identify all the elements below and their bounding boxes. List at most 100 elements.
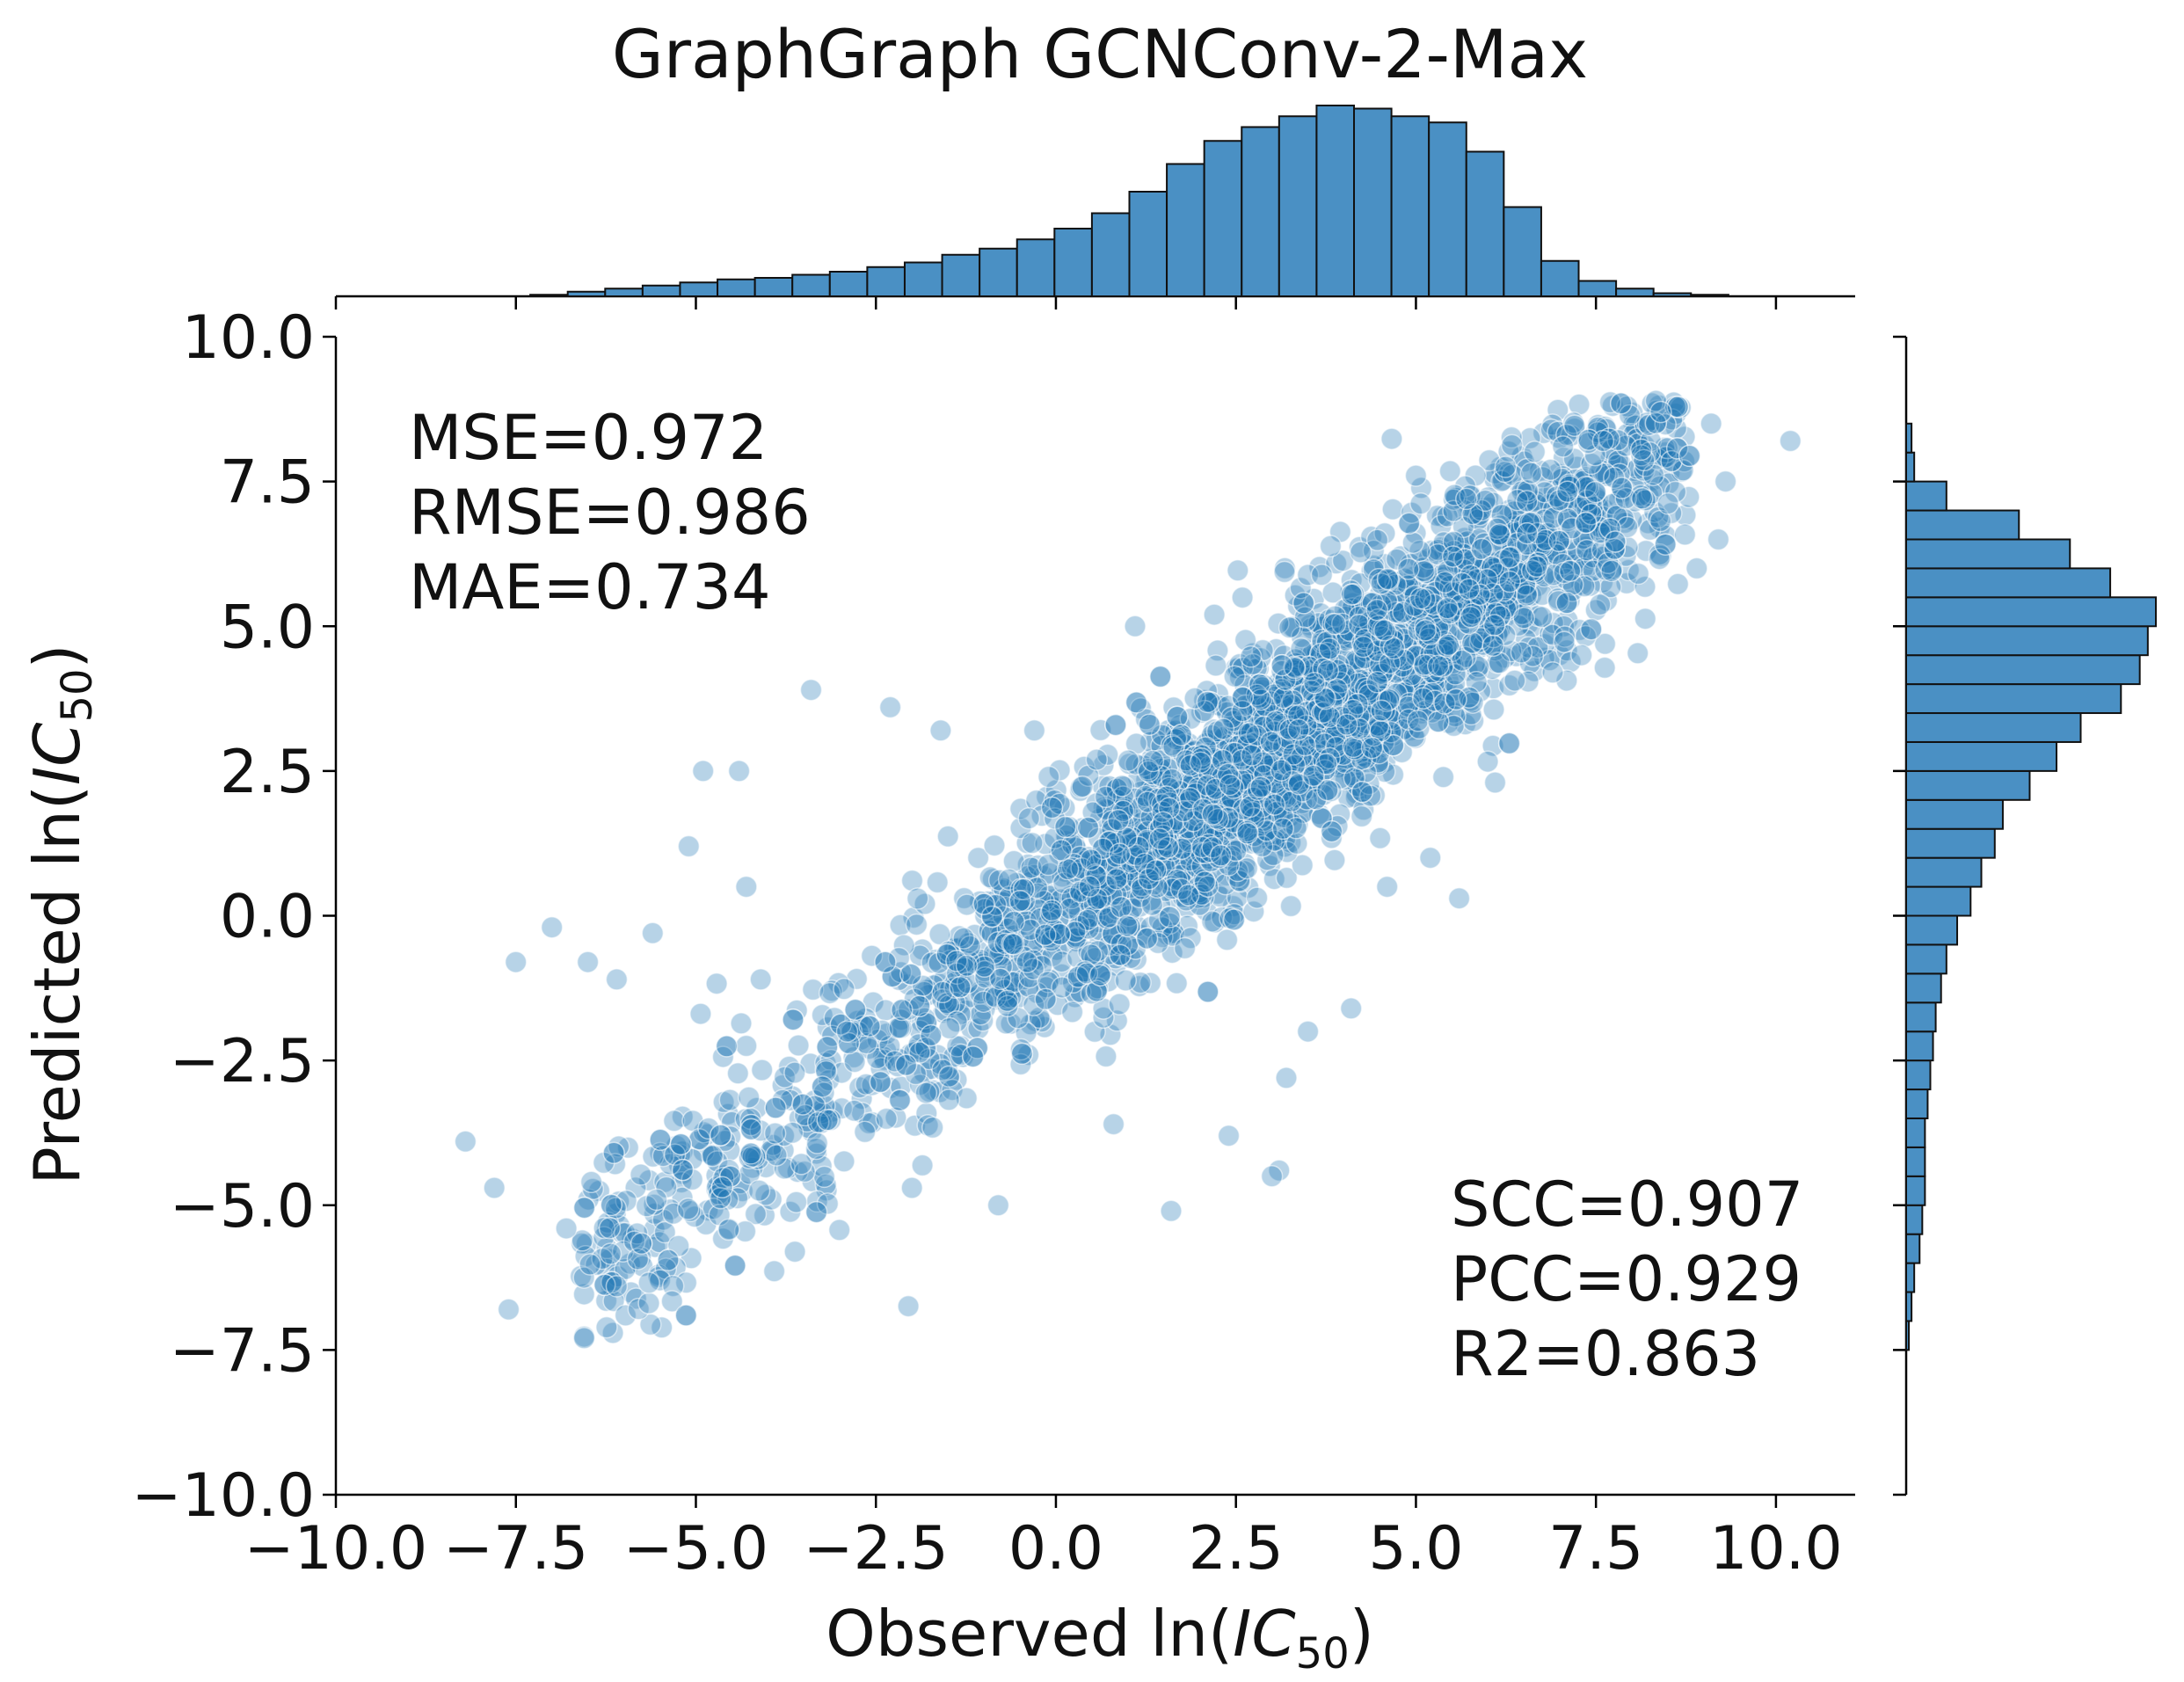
scatter-point bbox=[605, 1275, 629, 1298]
scatter-point bbox=[705, 972, 728, 995]
scatter-point bbox=[1083, 1020, 1106, 1044]
scatter-point bbox=[878, 695, 902, 719]
scatter-point bbox=[1088, 964, 1112, 987]
scatter-point bbox=[691, 760, 715, 783]
scatter-point bbox=[1323, 848, 1346, 872]
right-histogram bbox=[1893, 335, 2157, 1496]
scatter-point bbox=[1141, 749, 1165, 773]
top-histogram-bar bbox=[1053, 228, 1093, 297]
scatter-point bbox=[1700, 412, 1722, 435]
metrics-top-left: MSE=0.972 RMSE=0.986 MAE=0.734 bbox=[409, 402, 811, 623]
right-histogram-bar bbox=[1905, 1001, 1937, 1033]
x-axis-label-var: IC bbox=[1233, 1597, 1296, 1671]
scatter-point bbox=[805, 1132, 829, 1154]
x-axis-label-sub: 50 bbox=[1296, 1629, 1350, 1678]
scatter-point bbox=[726, 1062, 750, 1085]
scatter-point bbox=[899, 963, 922, 986]
top-histogram-bar bbox=[1540, 259, 1580, 297]
y-tick-label: −2.5 bbox=[170, 1027, 315, 1096]
right-histogram-bar bbox=[1905, 451, 1916, 483]
scatter-point bbox=[497, 1298, 521, 1322]
scatter-point bbox=[1411, 687, 1435, 710]
scatter-point bbox=[949, 976, 972, 999]
scatter-point bbox=[1673, 523, 1697, 546]
scatter-point bbox=[763, 1122, 787, 1145]
scatter-point bbox=[1323, 612, 1347, 636]
scatter-point bbox=[1626, 642, 1649, 665]
scatter-point bbox=[894, 1053, 918, 1077]
scatter-point bbox=[1604, 530, 1627, 553]
y-tick-label: −7.5 bbox=[170, 1316, 315, 1386]
scatter-point bbox=[844, 998, 867, 1022]
scatter-point bbox=[1365, 671, 1389, 694]
scatter-point bbox=[921, 1116, 944, 1140]
x-tick-label: −2.5 bbox=[804, 1514, 949, 1584]
right-histogram-bar bbox=[1905, 1146, 1926, 1177]
scatter-point bbox=[657, 1249, 680, 1271]
scatter-point bbox=[1275, 1067, 1298, 1089]
scatter-point bbox=[1201, 803, 1224, 826]
scatter-point bbox=[816, 1109, 839, 1132]
scatter-point bbox=[1512, 607, 1535, 630]
scatter-point bbox=[1228, 652, 1251, 676]
scatter-point bbox=[811, 1075, 834, 1098]
scatter-point bbox=[1541, 661, 1564, 684]
scatter-point bbox=[1034, 923, 1057, 947]
scatter-point bbox=[1589, 593, 1612, 616]
scatter-point bbox=[816, 1036, 839, 1059]
scatter-point bbox=[1350, 805, 1373, 828]
scatter-point bbox=[718, 1089, 742, 1111]
scatter-point bbox=[926, 870, 949, 894]
scatter-point bbox=[1551, 435, 1575, 458]
scatter-point bbox=[843, 1050, 866, 1074]
scatter-point bbox=[605, 968, 629, 991]
scatter-point bbox=[1110, 775, 1133, 797]
scatter-point bbox=[1105, 868, 1128, 891]
scatter-point bbox=[1600, 559, 1623, 583]
chart-title: GraphGraph GCNConv-2-Max bbox=[612, 15, 1588, 93]
top-histogram-bar bbox=[979, 247, 1018, 297]
right-histogram-bar bbox=[1905, 1204, 1924, 1235]
scatter-point bbox=[1217, 1124, 1241, 1147]
scatter-point bbox=[1222, 908, 1246, 931]
scatter-point bbox=[1076, 816, 1100, 840]
top-histogram-bar bbox=[1090, 212, 1131, 297]
scatter-point bbox=[1166, 705, 1189, 729]
top-histogram-bar bbox=[679, 281, 719, 297]
right-histogram-bar bbox=[1905, 943, 1947, 975]
scatter-point bbox=[1627, 562, 1650, 586]
right-histogram-bar bbox=[1905, 1262, 1916, 1293]
metric-mse: MSE=0.972 bbox=[409, 402, 768, 474]
scatter-point bbox=[1503, 669, 1526, 692]
top-histogram-bar bbox=[1278, 115, 1318, 297]
scatter-point bbox=[1239, 645, 1263, 668]
scatter-point bbox=[1169, 724, 1193, 746]
right-histogram-bar bbox=[1905, 1059, 1932, 1091]
scatter-point bbox=[1714, 470, 1737, 493]
scatter-point bbox=[1034, 987, 1057, 1011]
right-histogram-bar bbox=[1905, 856, 1983, 888]
right-histogram-bar bbox=[1905, 480, 1947, 512]
scatter-point bbox=[1271, 817, 1294, 841]
scatter-point bbox=[579, 1253, 601, 1276]
scatter-point bbox=[644, 1188, 668, 1212]
top-histogram-bar bbox=[941, 253, 981, 297]
scatter-point bbox=[1401, 531, 1424, 554]
scatter-point bbox=[1515, 490, 1539, 513]
scatter-point bbox=[1556, 480, 1579, 504]
scatter-point bbox=[936, 825, 959, 848]
right-histogram-bar bbox=[1905, 798, 2004, 830]
scatter-point bbox=[504, 950, 528, 973]
scatter-point bbox=[454, 1130, 477, 1154]
scatter-point bbox=[853, 1120, 877, 1144]
scatter-point bbox=[1050, 963, 1074, 986]
scatter-point bbox=[1296, 1020, 1320, 1043]
scatter-point bbox=[1231, 586, 1254, 609]
scatter-point bbox=[1104, 713, 1127, 737]
top-histogram-bar bbox=[566, 290, 607, 297]
scatter-point bbox=[689, 1002, 712, 1025]
scatter-point bbox=[1259, 731, 1283, 754]
scatter-point bbox=[842, 1099, 866, 1123]
top-histogram-bar bbox=[1353, 107, 1393, 297]
scatter-point bbox=[602, 1141, 625, 1165]
